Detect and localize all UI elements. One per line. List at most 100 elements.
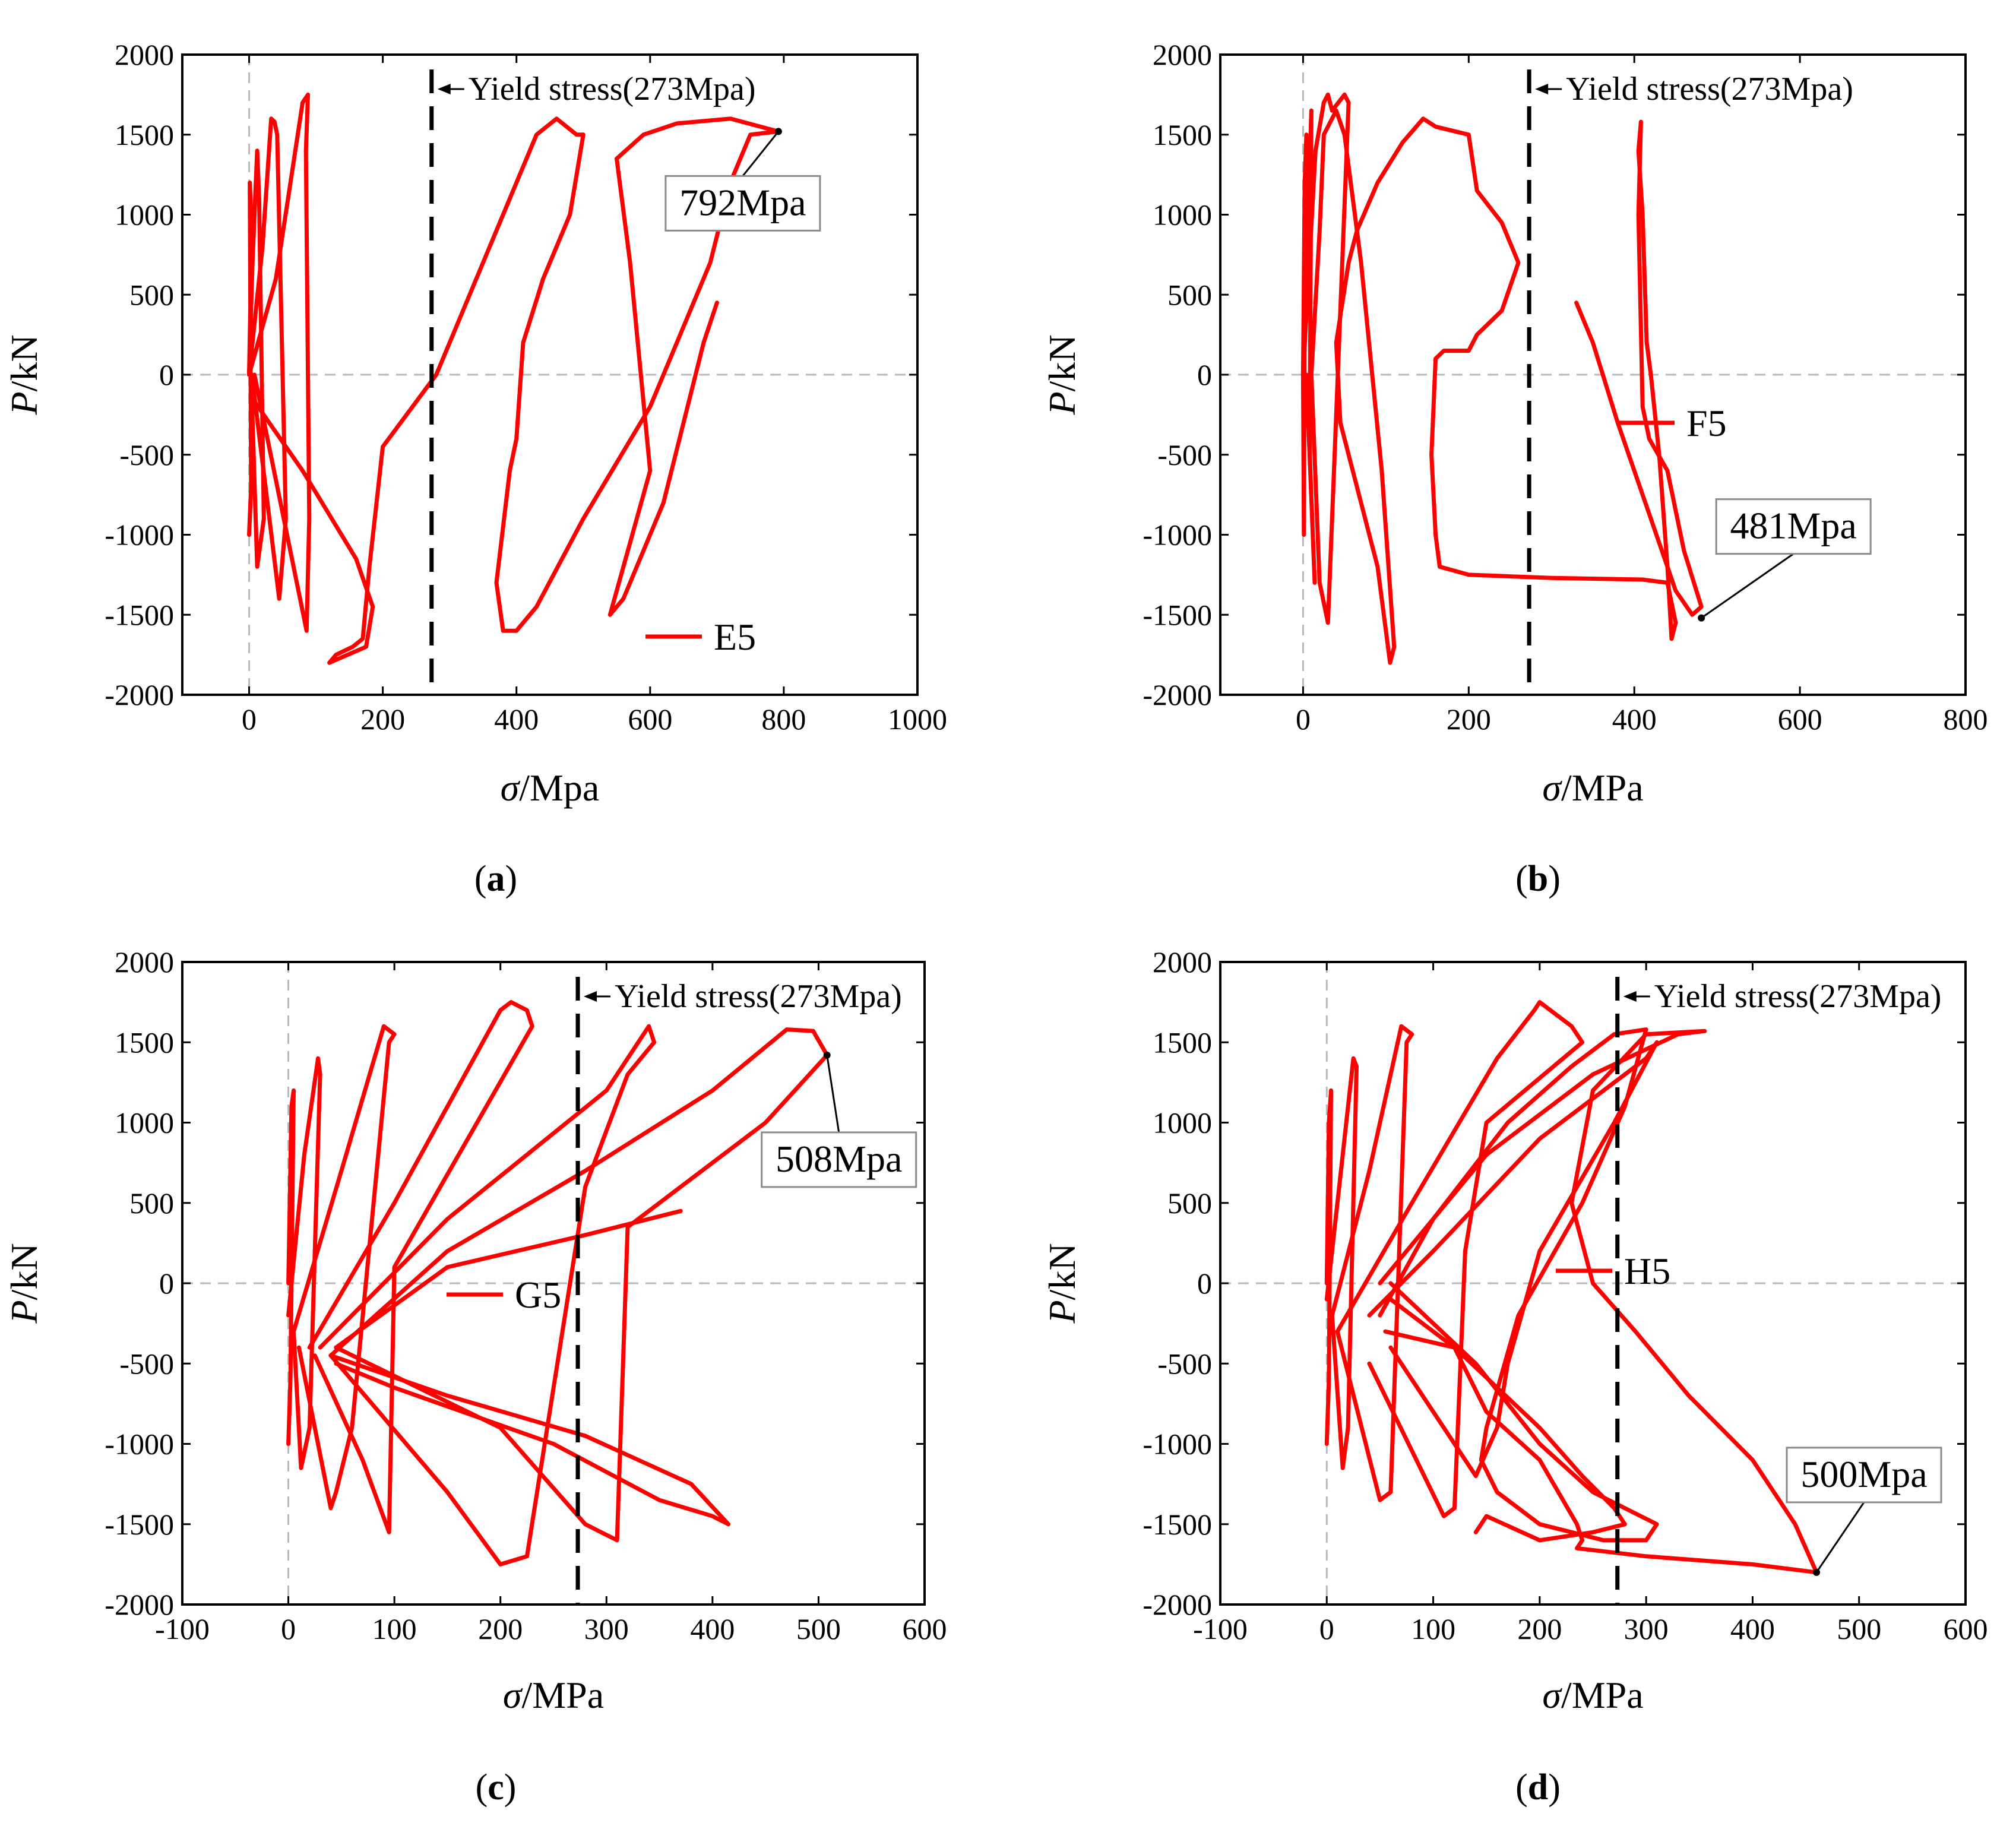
y-tick-label: 2000 (115, 38, 174, 71)
legend-label: E5 (714, 616, 756, 658)
y-axis-symbol: P (3, 1300, 45, 1324)
x-tick-label: 200 (1517, 1612, 1562, 1645)
y-tick-label: 1500 (1153, 118, 1212, 151)
series-line-4 (247, 92, 312, 633)
x-tick-label: 600 (903, 1612, 947, 1645)
yield-stress-label: Yield stress(273Mpa) (1654, 978, 1942, 1015)
panel-caption-close: ) (1548, 1767, 1561, 1808)
x-tick-label: 400 (494, 702, 539, 736)
plot-frame (1219, 53, 1967, 696)
x-tick-label: 100 (372, 1612, 417, 1645)
series-line-3 (1300, 92, 1351, 625)
y-tick-label: -1500 (105, 1508, 174, 1541)
y-tick-label: -500 (1157, 1347, 1212, 1380)
series-line-8 (328, 1353, 731, 1527)
peak-marker (774, 128, 782, 135)
series-line-6 (1378, 1028, 1819, 1575)
x-axis-unit: /MPa (521, 1674, 604, 1716)
panel-caption: (c) (476, 1767, 517, 1808)
y-tick-label: 0 (159, 358, 174, 391)
legend-label: H5 (1624, 1250, 1670, 1292)
series-line-6 (494, 116, 781, 633)
panel-caption-open: ( (1515, 1767, 1528, 1808)
x-tick-label: 0 (1296, 702, 1311, 736)
x-axis-label: σ/MPa (503, 1674, 604, 1716)
x-tick-label: 800 (761, 702, 806, 736)
peak-marker (823, 1051, 831, 1059)
x-tick-label: 500 (796, 1612, 841, 1645)
plot-frame (181, 961, 926, 1606)
legend-label: G5 (515, 1274, 561, 1316)
x-axis-symbol: σ (1542, 1674, 1562, 1716)
y-axis-symbol: P (3, 391, 45, 415)
yield-stress-label: Yield stress(273Mpa) (615, 978, 902, 1015)
y-tick-label: -1500 (105, 598, 174, 631)
y-tick-label: -500 (1157, 438, 1212, 471)
series-line-3 (247, 116, 288, 601)
x-tick-label: 400 (690, 1612, 735, 1645)
y-axis-symbol: P (1041, 1300, 1083, 1324)
panel-caption-letter: a (487, 859, 505, 899)
series-line-5 (1354, 116, 1678, 641)
x-tick-label: 600 (628, 702, 672, 736)
x-tick-label: 0 (1319, 1612, 1334, 1645)
yield-arrow-head (1535, 84, 1549, 94)
peak-marker (1813, 1568, 1820, 1576)
yield-arrow-head (437, 84, 451, 94)
x-tick-label: 600 (1944, 1612, 1988, 1645)
x-tick-label: 800 (1944, 702, 1988, 736)
x-axis-label: σ/Mpa (501, 767, 600, 809)
x-tick-label: 600 (1778, 702, 1822, 736)
x-axis-symbol: σ (1542, 767, 1562, 809)
x-axis-symbol: σ (503, 1674, 523, 1716)
y-tick-label: -2000 (105, 1588, 174, 1621)
series-line-2 (1324, 1056, 1359, 1470)
yield-arrow-head (584, 991, 597, 1002)
panel-c: -100 0 100 200 300 400 500 600-2000-1500-1000-5… (3, 945, 947, 1808)
yield-arrow-head (1623, 991, 1637, 1002)
panel-caption-letter: d (1528, 1767, 1548, 1808)
series-line-3 (1330, 1024, 1414, 1502)
x-tick-label: 400 (1730, 1612, 1775, 1645)
y-tick-label: -1500 (1142, 1508, 1212, 1541)
x-tick-label: -100 (1193, 1612, 1248, 1645)
series-line-6 (1574, 119, 1704, 641)
panel-caption-letter: c (488, 1767, 504, 1808)
peak-label-box (664, 175, 821, 232)
peak-marker (1698, 614, 1705, 622)
y-tick-label: 500 (1167, 278, 1212, 311)
panel-caption: (a) (474, 859, 517, 899)
y-tick-label: 1000 (1153, 1106, 1212, 1140)
y-axis-label: P/kN (3, 1243, 45, 1324)
y-tick-label: -2000 (1142, 1588, 1212, 1621)
y-tick-label: 2000 (1153, 945, 1212, 979)
peak-arrow (826, 1055, 840, 1133)
x-axis-symbol: σ (501, 767, 521, 809)
y-tick-label: -1000 (105, 1428, 174, 1461)
series-line-5 (318, 1024, 657, 1567)
y-axis-unit: /kN (1041, 334, 1083, 391)
y-axis-label: P/kN (1041, 1243, 1083, 1324)
series-line-1 (1300, 132, 1309, 537)
yield-stress-label: Yield stress(273Mpa) (469, 71, 756, 107)
y-tick-label: 1500 (115, 118, 174, 151)
panel-caption-open: ( (476, 1767, 488, 1808)
x-tick-label: 200 (360, 702, 405, 736)
series-line-1 (286, 1088, 296, 1446)
y-tick-label: -1500 (1142, 598, 1212, 631)
peak-label: 508Mpa (776, 1138, 902, 1180)
x-tick-label: 200 (1447, 702, 1491, 736)
x-axis-label: σ/MPa (1542, 1674, 1643, 1716)
y-tick-label: 0 (1197, 1267, 1212, 1300)
x-tick-label: -100 (155, 1612, 210, 1645)
y-tick-label: -1000 (1142, 1428, 1212, 1461)
series-line-4 (1309, 108, 1397, 665)
peak-arrow (1815, 1502, 1865, 1573)
panel-a: 0 200 400 600 800 1000 -2000 -1500 -1000 -500 0 500… (3, 38, 947, 899)
x-tick-label: 300 (584, 1612, 629, 1645)
series-line-7 (1367, 1040, 1659, 1479)
y-tick-label: -2000 (1142, 678, 1212, 711)
panel-caption-open: ( (1515, 859, 1528, 899)
series-line-1 (1324, 1088, 1333, 1446)
